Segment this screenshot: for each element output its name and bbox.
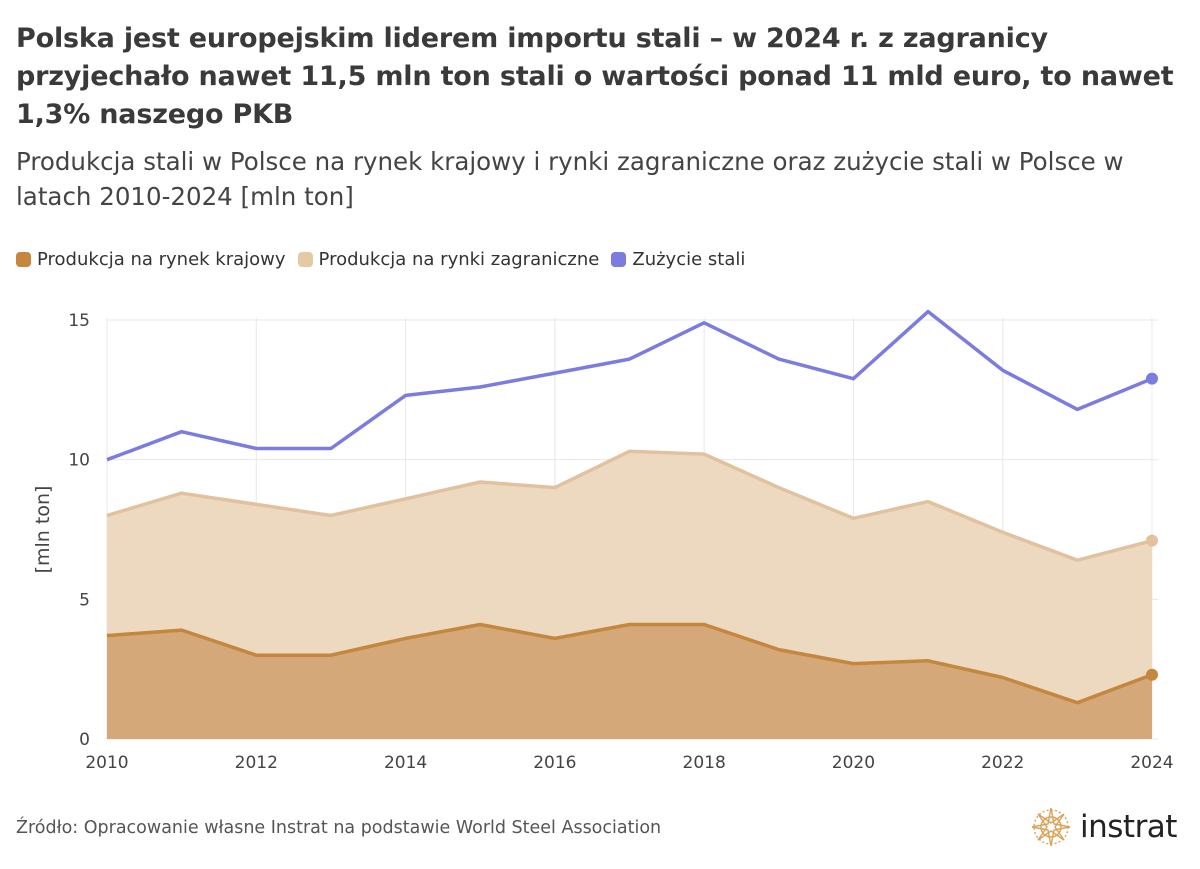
steel-chart: 0 5 10 15 2010 2012 2014 2016 2018 2020 2022 2024 [m… [32, 309, 1174, 773]
x-tick-label: 2024 [1130, 753, 1173, 773]
legend-label-domestic: Produkcja na rynek krajowy [37, 248, 286, 270]
x-tick-label: 2014 [384, 753, 427, 773]
logo-text: instrat [1080, 809, 1177, 845]
y-axis-label: [mln ton] [32, 486, 54, 574]
line-foreign-production [106, 449, 1153, 562]
point-foreign-production [1146, 534, 1158, 547]
legend-item-foreign[interactable]: Produkcja na rynki zagraniczne [297, 248, 600, 270]
line-domestic-production [106, 622, 1153, 705]
series-lines [106, 309, 1153, 705]
chart-title: Polska jest europejskim liderem importu … [16, 23, 1174, 130]
y-tick-label: 10 [68, 451, 90, 471]
x-tick-label: 2018 [683, 753, 726, 773]
chart-subtitle: Produkcja stali w Polsce na rynek krajow… [16, 147, 1124, 211]
series-endpoints [1146, 372, 1158, 681]
area-domestic-production [107, 624, 1152, 739]
x-tick-label: 2022 [981, 753, 1024, 773]
instrat-logo: instrat [1030, 806, 1177, 848]
legend-swatch-consumption [611, 251, 627, 267]
y-tick-label: 15 [68, 311, 90, 331]
legend-item-domestic[interactable]: Produkcja na rynek krajowy [16, 249, 286, 270]
legend-label-foreign: Produkcja na rynki zagraniczne [318, 248, 600, 270]
x-tick-label: 2016 [533, 753, 576, 773]
x-tick-label: 2012 [235, 753, 278, 773]
x-tick-label: 2010 [85, 753, 128, 773]
line-steel-consumption [106, 309, 1153, 462]
source-note: Źródło: Opracowanie własne Instrat na po… [16, 818, 662, 838]
areas [107, 451, 1152, 739]
legend: Produkcja na rynek krajowy Produkcja na … [16, 246, 757, 272]
point-steel-consumption [1146, 372, 1158, 385]
y-tick-label: 5 [79, 590, 90, 610]
axes: 0 5 10 15 2010 2012 2014 2016 2018 2020 2022 2024 [m… [32, 311, 1174, 773]
legend-swatch-foreign [297, 251, 313, 267]
x-tick-label: 2020 [832, 753, 875, 773]
legend-label-consumption: Zużycie stali [632, 248, 746, 270]
area-foreign-production [107, 451, 1152, 703]
instrat-compass-logo-icon [1031, 807, 1071, 847]
legend-item-consumption[interactable]: Zużycie stali [611, 249, 745, 270]
point-domestic-production [1146, 668, 1158, 681]
legend-swatch-domestic [16, 251, 31, 267]
y-tick-label: 0 [79, 730, 90, 750]
